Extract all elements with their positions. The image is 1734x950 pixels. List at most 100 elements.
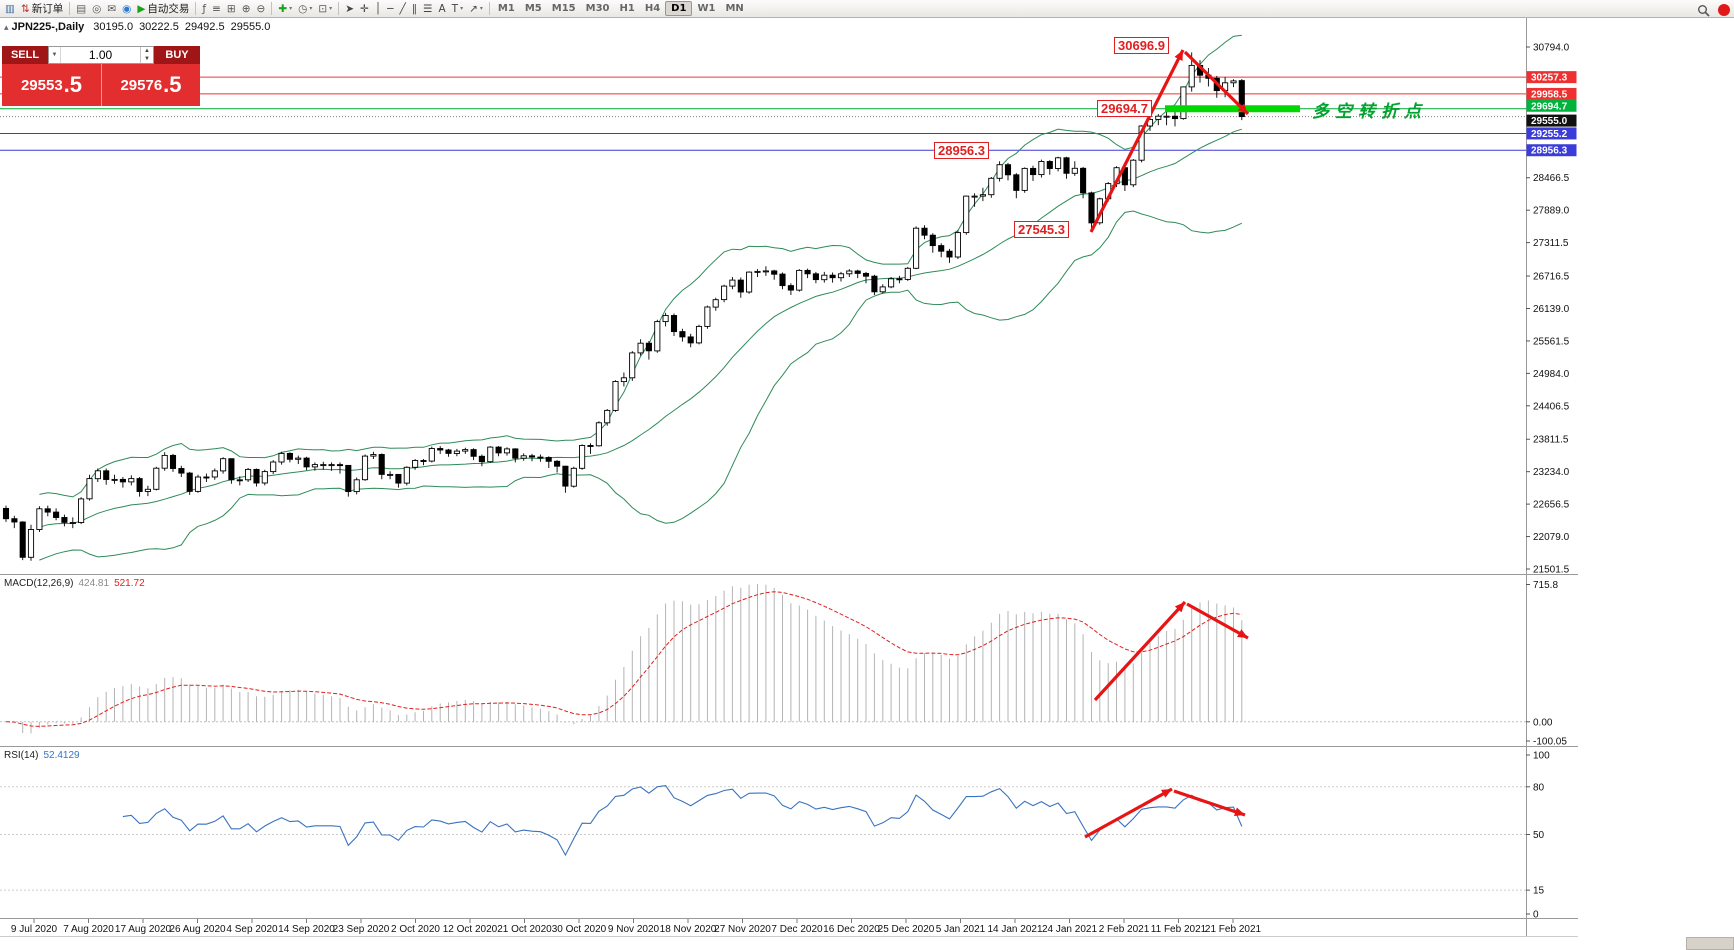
- date-tick-label: 26 Aug 2020: [169, 924, 226, 935]
- buy-button[interactable]: BUY: [154, 46, 200, 64]
- price-mark-28956.3: [1526, 144, 1577, 157]
- price-mark-29555.0: [1526, 114, 1577, 127]
- zoom-out-icon: ⊖: [256, 2, 266, 15]
- bar-close-value: 29555.0: [230, 21, 271, 33]
- rsi-name: RSI(14): [4, 750, 39, 761]
- sell-button[interactable]: SELL: [2, 46, 48, 64]
- shapes-tool-icon[interactable]: ↗ ▾: [466, 1, 486, 17]
- add-indicator-icon: ✚: [278, 2, 288, 15]
- crosshair-icon[interactable]: ✛: [357, 1, 372, 17]
- trend-arrow[interactable]: [1186, 602, 1249, 640]
- date-tick-label: 5 Jan 2021: [936, 924, 986, 935]
- trend-arrow[interactable]: [1089, 49, 1185, 233]
- timeframe-m5[interactable]: M5: [520, 1, 547, 17]
- macd-main-value: 424.81: [78, 578, 110, 589]
- date-tick-label: 12 Oct 2020: [443, 924, 498, 935]
- macd-pane[interactable]: [0, 584, 1526, 734]
- text-tool-icon[interactable]: A: [435, 1, 448, 17]
- annotation-pivot-note[interactable]: 多空转折点: [1312, 102, 1427, 122]
- volume-dropdown-icon[interactable]: ▼: [49, 47, 61, 63]
- chart-symbol-icon: ▴: [4, 22, 9, 32]
- toolbar-right-group: [1694, 2, 1730, 18]
- date-tick-label: 27 Nov 2020: [714, 924, 771, 935]
- zoom-in-icon[interactable]: ⊕: [239, 1, 254, 17]
- volume-down-icon[interactable]: ▼: [144, 56, 150, 62]
- new-chart-icon: ▥: [5, 2, 15, 15]
- annotation-support-price[interactable]: 28956.3: [934, 142, 989, 159]
- template-icon[interactable]: ⊡ ▾: [315, 1, 335, 17]
- timeframe-m15[interactable]: M15: [547, 1, 581, 17]
- trade-panel-header: SELL ▼ 1.00 ▲ ▼ BUY: [2, 46, 200, 64]
- volume-up-icon[interactable]: ▲: [144, 48, 150, 54]
- search-button[interactable]: [1694, 2, 1713, 18]
- price-mark-29694.7: [1526, 99, 1577, 112]
- date-tick-label: 14 Jan 2021: [987, 924, 1042, 935]
- sell-price-box[interactable]: 29553 .5: [2, 64, 101, 106]
- rsi-tick-label: 0: [1533, 910, 1539, 921]
- channel-tool-icon[interactable]: ∥: [409, 1, 420, 17]
- new-chart-icon[interactable]: ▥: [2, 1, 18, 17]
- new-order-button[interactable]: ⇅ 新订单: [18, 1, 66, 17]
- trend-arrow-head: [1237, 103, 1248, 114]
- mailbox-icon[interactable]: ✉: [104, 1, 119, 17]
- annotation-pivot-price[interactable]: 29694.7: [1097, 100, 1152, 117]
- timeframe-w1[interactable]: W1: [692, 1, 720, 17]
- date-tick-label: 11 Feb 2021: [1151, 924, 1207, 935]
- timeframe-h4[interactable]: H4: [640, 1, 665, 17]
- volume-value[interactable]: 1.00: [88, 48, 113, 62]
- trendline-tool-icon[interactable]: ╱: [396, 1, 408, 17]
- timeframe-h1[interactable]: H1: [615, 1, 640, 17]
- rsi-value: 52.4129: [43, 750, 80, 761]
- add-indicator-icon[interactable]: ✚ ▾: [275, 1, 295, 17]
- price-tick-label: 28466.5: [1533, 173, 1570, 184]
- price-mark-label: 29555.0: [1531, 116, 1568, 127]
- volume-stepper[interactable]: ▲ ▼: [140, 47, 153, 63]
- cursor-icon[interactable]: ➤: [342, 1, 357, 17]
- date-tick-label: 21 Feb 2021: [1205, 924, 1262, 935]
- price-tick-label: 26716.5: [1533, 272, 1570, 283]
- period-icon[interactable]: ◷ ▾: [295, 1, 315, 17]
- timeframe-mn[interactable]: MN: [720, 1, 748, 17]
- macd-tick-label: -100.05: [1533, 737, 1567, 748]
- rsi-tick-label: 50: [1533, 830, 1545, 841]
- zoom-out-icon[interactable]: ⊖: [254, 1, 269, 17]
- price-mark-29958.5: [1526, 87, 1577, 100]
- market-icon[interactable]: ◉: [119, 1, 134, 17]
- caret-down-icon: ▾: [289, 5, 293, 12]
- alerts-icon[interactable]: ◎: [89, 1, 104, 17]
- fibonacci-tool-icon[interactable]: ☰: [420, 1, 435, 17]
- price-axis[interactable]: 30794.0 28466.5 27889.0 27311.5 26716.5 26139…: [1526, 43, 1577, 921]
- price-tick-label: 22079.0: [1533, 532, 1570, 543]
- volume-field[interactable]: ▼ 1.00 ▲ ▼: [48, 46, 154, 64]
- vline-tool-icon: │: [374, 2, 382, 15]
- auto-trading-button[interactable]: ▶ 自动交易: [134, 1, 192, 17]
- rsi-tick-label: 80: [1533, 782, 1545, 793]
- chart-chrome: [0, 18, 1578, 937]
- indicators-icon[interactable]: ƒ: [199, 1, 209, 17]
- mql5-community-icon[interactable]: [1718, 4, 1730, 16]
- timeframe-m1[interactable]: M1: [493, 1, 520, 17]
- rsi-tick-label: 15: [1533, 886, 1545, 897]
- annotation-swing-high[interactable]: 30696.9: [1114, 37, 1169, 54]
- trend-arrow[interactable]: [1093, 600, 1187, 702]
- buy-price-box[interactable]: 29576 .5: [101, 64, 200, 106]
- objects-list-icon[interactable]: ≡: [209, 1, 224, 17]
- hline-tool-icon[interactable]: ─: [384, 1, 396, 17]
- main-pane[interactable]: [0, 34, 1526, 561]
- rsi-pane[interactable]: [0, 785, 1526, 891]
- trend-arrow[interactable]: [1183, 50, 1250, 116]
- date-tick-label: 25 Dec 2020: [878, 924, 935, 935]
- tile-windows-icon[interactable]: ⊞: [224, 1, 239, 17]
- annotation-swing-low[interactable]: 27545.3: [1014, 221, 1069, 238]
- text-label-tool-icon[interactable]: T ▾: [449, 1, 466, 17]
- trend-arrow[interactable]: [1084, 787, 1173, 839]
- timeframe-d1[interactable]: D1: [665, 1, 693, 16]
- vline-tool-icon[interactable]: │: [372, 1, 384, 17]
- chart-profiles-icon[interactable]: ▤: [73, 1, 89, 17]
- timeframe-m30[interactable]: M30: [581, 1, 615, 17]
- price-tick-label: 22656.5: [1533, 500, 1570, 511]
- trend-arrow[interactable]: [1173, 789, 1246, 817]
- market-icon: ◉: [122, 2, 132, 15]
